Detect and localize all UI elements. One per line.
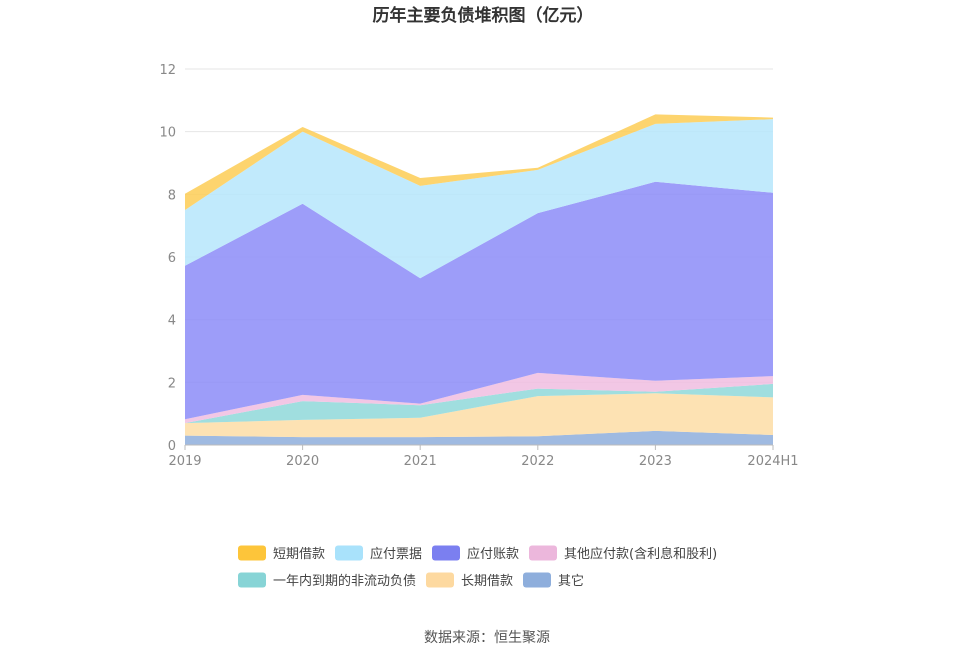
x-tick-label: 2020 <box>286 454 319 469</box>
area-series-1 <box>185 393 773 438</box>
y-tick-label: 8 <box>168 188 176 203</box>
legend-item[interactable]: 长期借款 <box>426 572 513 590</box>
legend-item[interactable]: 短期借款 <box>238 545 325 563</box>
legend-label: 长期借款 <box>461 574 513 589</box>
legend-swatch <box>335 545 363 561</box>
area-series-5 <box>185 119 773 279</box>
legend-item[interactable]: 其他应付款(含利息和股利) <box>529 545 717 563</box>
area-series-2 <box>185 383 773 424</box>
y-tick-label: 4 <box>168 314 176 329</box>
area-series <box>185 114 773 445</box>
area-series-4 <box>185 181 773 420</box>
legend-label: 其它 <box>558 573 584 589</box>
area-series-0 <box>185 430 773 445</box>
x-tick-label: 2021 <box>404 454 437 469</box>
legend-item[interactable]: 应付账款 <box>432 545 519 563</box>
legend-label: 应付账款 <box>467 546 519 562</box>
legend-item[interactable]: 其它 <box>523 572 584 590</box>
legend-label: 一年内到期的非流动负债 <box>273 573 416 589</box>
legend[interactable]: 短期借款 应付票据 应付账款 其他应付款(含利息和股利) 一年内到期的非流动负债 长期借款… <box>238 545 717 590</box>
legend-swatch <box>523 572 551 588</box>
area-series-3 <box>185 372 773 424</box>
y-tick-label: 0 <box>168 439 176 454</box>
y-tick-label: 6 <box>168 251 176 266</box>
legend-swatch <box>426 572 454 588</box>
legend-swatch <box>432 545 460 561</box>
y-tick-label: 10 <box>159 126 176 141</box>
x-tick-label: 2024H1 <box>747 454 798 469</box>
legend-swatch <box>238 572 266 588</box>
x-tick-label: 2019 <box>168 454 201 469</box>
legend-label: 应付票据 <box>370 546 422 562</box>
legend-label: 短期借款 <box>273 547 325 562</box>
axes: 2019 2020 2021 2022 2023 2024H1 <box>168 444 799 469</box>
chart-title: 历年主要负债堆积图（亿元） <box>373 5 594 26</box>
x-tick-label: 2022 <box>521 454 554 469</box>
legend-swatch <box>238 545 266 561</box>
legend-swatch <box>529 545 557 561</box>
x-tick-label: 2023 <box>639 454 672 469</box>
legend-item[interactable]: 一年内到期的非流动负债 <box>238 572 416 590</box>
y-tick-label: 12 <box>159 63 176 78</box>
legend-label: 其他应付款(含利息和股利) <box>564 546 717 562</box>
legend-item[interactable]: 应付票据 <box>335 545 422 563</box>
source-note: 数据来源：恒生聚源 <box>424 630 550 646</box>
y-tick-label: 2 <box>168 376 176 391</box>
